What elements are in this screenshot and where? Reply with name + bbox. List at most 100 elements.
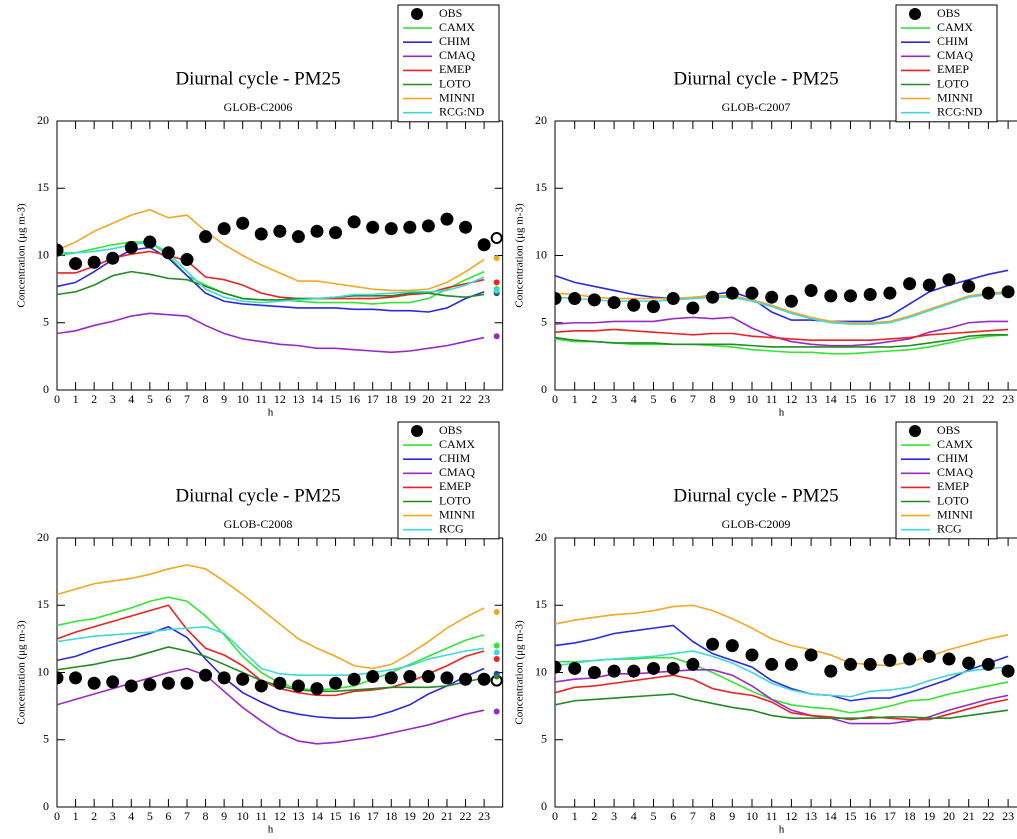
obs-marker (903, 277, 917, 291)
obs-marker (421, 670, 435, 684)
obs-marker (706, 290, 720, 304)
obs-marker (784, 657, 798, 671)
obs-marker (555, 660, 562, 674)
obs-marker (459, 220, 473, 234)
series-line (57, 596, 485, 691)
obs-marker (666, 292, 680, 306)
legend-label: MINNI (937, 90, 973, 104)
obs-marker (143, 235, 157, 249)
x-axis-label: h (779, 407, 785, 419)
legend-label: CAMX (439, 437, 475, 451)
obs-marker (962, 279, 976, 293)
chart-subtitle: GLOB-C2007 (722, 100, 791, 114)
legend-label: CAMX (937, 20, 973, 34)
series-line (555, 291, 1009, 324)
obs-marker (403, 670, 417, 684)
y-tick-label: 5 (43, 732, 49, 746)
legend-label: LOTO (439, 493, 471, 507)
legend-label: CMAQ (439, 465, 475, 479)
legend-symbol (411, 425, 423, 437)
chart-subtitle: GLOB-C2006 (224, 100, 293, 114)
x-tick-label: 8 (710, 392, 716, 406)
obs-marker (69, 671, 83, 685)
obs-marker (143, 678, 157, 692)
x-tick-label: 6 (165, 809, 171, 823)
x-tick-label: 5 (651, 809, 657, 823)
x-tick-label: 15 (845, 809, 857, 823)
legend-label: MINNI (937, 507, 973, 521)
x-tick-label: 7 (690, 392, 696, 406)
x-tick-label: 11 (255, 392, 267, 406)
obs-marker (706, 637, 720, 651)
x-tick-label: 5 (147, 809, 153, 823)
x-tick-label: 7 (184, 392, 190, 406)
obs-marker (273, 224, 287, 238)
x-tick-label: 21 (441, 809, 453, 823)
x-tick-label: 2 (591, 392, 597, 406)
chart-title: Diurnal cycle - PM25 (175, 485, 340, 506)
x-tick-label: 10 (746, 809, 758, 823)
obs-marker (87, 676, 101, 690)
x-tick-label: 5 (651, 392, 657, 406)
x-tick-label: 16 (348, 809, 360, 823)
y-tick-label: 15 (37, 180, 49, 194)
obs-marker (686, 657, 700, 671)
x-tick-label: 17 (367, 809, 379, 823)
legend-box (397, 421, 500, 540)
chart-title: Diurnal cycle - PM25 (673, 68, 838, 89)
obs-marker (87, 255, 101, 269)
x-tick-label: 3 (110, 392, 116, 406)
x-tick-label: 15 (845, 392, 857, 406)
obs-marker (568, 661, 582, 675)
x-tick-label: 20 (422, 809, 434, 823)
obs-marker (824, 664, 838, 678)
obs-marker (440, 671, 454, 685)
x-tick-label: 14 (825, 392, 837, 406)
obs-marker (459, 672, 473, 686)
obs-marker (421, 219, 435, 233)
x-tick-label: 15 (330, 809, 342, 823)
x-tick-label: 0 (54, 392, 60, 406)
series-line (57, 604, 485, 697)
chart-title: Diurnal cycle - PM25 (175, 68, 340, 89)
x-tick-label: 1 (572, 392, 578, 406)
obs-marker (217, 671, 231, 685)
obs-marker (587, 293, 601, 307)
obs-marker (347, 215, 361, 229)
y-tick-label: 20 (37, 113, 49, 127)
obs-marker (627, 664, 641, 678)
x-tick-label: 13 (805, 392, 817, 406)
x-tick-label: 13 (805, 809, 817, 823)
x-tick-label: 23 (478, 392, 490, 406)
x-tick-label: 14 (311, 809, 323, 823)
mean-marker (493, 649, 500, 656)
x-tick-label: 19 (923, 392, 935, 406)
series-line (555, 334, 1009, 355)
series-line (555, 334, 1009, 348)
x-tick-label: 2 (591, 809, 597, 823)
mean-marker (493, 656, 500, 663)
obs-marker (161, 246, 175, 260)
y-axis-label: Concentration (μg m-3) (514, 620, 526, 725)
obs-marker (273, 676, 287, 690)
obs-marker (942, 652, 956, 666)
obs-marker (647, 661, 660, 675)
y-tick-label: 5 (43, 315, 49, 329)
y-axis-label: Concentration (μg m-3) (16, 620, 28, 725)
obs-marker (236, 216, 250, 230)
obs-marker (106, 251, 120, 265)
obs-marker (254, 679, 268, 693)
obs-marker (477, 238, 491, 252)
series-line (555, 328, 1009, 342)
x-tick-label: 22 (982, 392, 994, 406)
x-tick-label: 3 (611, 392, 617, 406)
chart-subtitle: GLOB-C2008 (224, 517, 293, 531)
x-tick-label: 14 (311, 392, 323, 406)
obs-marker (844, 657, 857, 671)
legend-label: LOTO (937, 76, 969, 90)
obs-marker (784, 294, 798, 308)
x-tick-label: 20 (943, 809, 955, 823)
